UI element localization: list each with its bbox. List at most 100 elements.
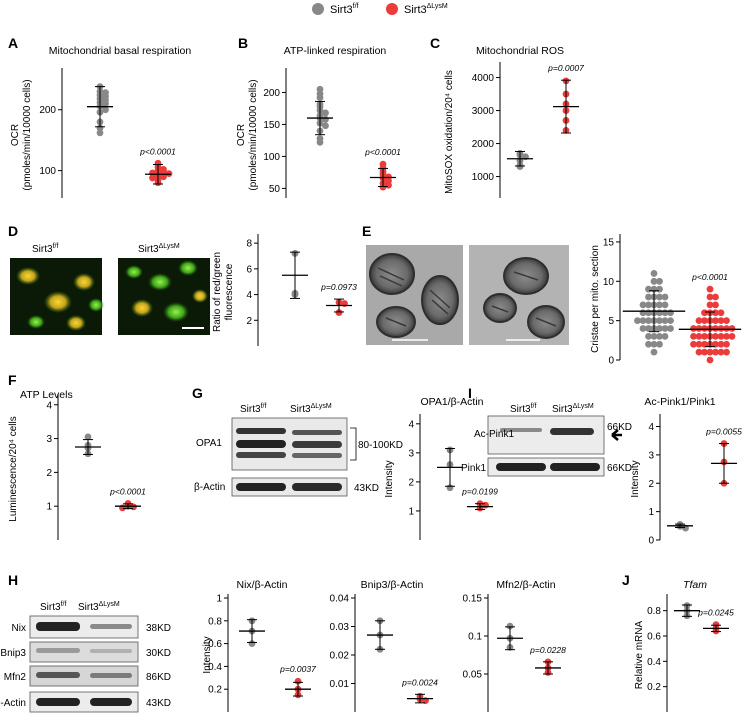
- chart-e-point-0-33: [667, 325, 674, 332]
- chart-g-ylabel: Intensity: [384, 460, 395, 497]
- chart-h3-title: Mfn2/β-Actin: [496, 579, 555, 591]
- chart-h3-pvalue: p=0.0228: [529, 645, 566, 655]
- legend-label-lysm: Sirt3ΔLysM: [404, 3, 448, 16]
- chart-b-tick-label-1: 100: [263, 152, 280, 163]
- chart-g-tick-label-3: 4: [408, 419, 414, 430]
- chart-e-point-0-38: [650, 340, 658, 348]
- blot-g-row-actin: β-Actin: [194, 482, 225, 493]
- chart-a-title: Mitochondrial basal respiration: [49, 45, 192, 57]
- chart-e-point-1-19: [695, 325, 703, 332]
- chart-e-point-1-2: [712, 293, 719, 301]
- chart-i-tick-label-3: 3: [648, 450, 654, 461]
- blot-h-size-nix: 38KD: [146, 623, 171, 634]
- chart-e-point-1-43: [723, 348, 730, 356]
- chart-h1-tick-label-3: 0.8: [208, 616, 222, 627]
- chart-d-ylabel: Ratio of red/green: [212, 252, 223, 332]
- chart-i-tick-label-4: 4: [648, 422, 654, 433]
- chart-h2-tick-label-2: 0.03: [330, 622, 350, 633]
- chart-j-tick-label-0: 0.2: [647, 682, 661, 693]
- chart-j-pvalue: p=0.0245: [697, 608, 734, 618]
- chart-f-ylabel: Luminescence/20⁴ cells: [8, 416, 19, 521]
- chart-h3-tick-label-2: 0.15: [463, 594, 483, 605]
- blot-i-col-lysm: Sirt3ΔLysM: [552, 403, 594, 415]
- blot-i-col-ff: Sirt3f/f: [510, 403, 536, 415]
- chart-e-point-0-32: [639, 325, 647, 332]
- chart-e-point-1-39: [712, 348, 719, 356]
- chart-j-ylabel: Relative mRNA: [634, 621, 645, 690]
- blot-i: Sirt3f/f Sirt3ΔLysM Ac-Pink1 Pink1 66KD …: [461, 403, 632, 477]
- chart-e-point-1-6: [712, 309, 719, 317]
- chart-h1-tick-label-2: 0.6: [208, 639, 222, 650]
- chart-d-tick-label-1: 4: [246, 290, 252, 301]
- blot-h-col-ff: Sirt3f/f: [40, 601, 66, 613]
- chart-g-pvalue: p=0.0199: [461, 487, 498, 497]
- chart-e-point-1-24: [712, 332, 719, 340]
- chart-e-point-0-0: [650, 270, 658, 277]
- chart-b-tick-label-3: 200: [263, 88, 280, 99]
- chart-e-point-0-8: [645, 293, 652, 301]
- chart-f-point-1-2: [130, 503, 137, 511]
- blot-g: Sirt3f/f Sirt3ΔLysM OPA1 β-Actin 80-100K…: [194, 403, 403, 497]
- chart-i-tick-label-0: 0: [648, 536, 654, 547]
- chart-e-point-0-26: [667, 317, 674, 325]
- chart-e-point-1-27: [695, 332, 703, 340]
- chart-h3: 0.05 0.1 0.15 Mfn2/β-Actin p=0.0228: [463, 579, 566, 712]
- chart-e-tick-label-0: 0: [608, 356, 614, 367]
- chart-h2-tick-label-3: 0.04: [330, 594, 350, 605]
- chart-e-point-0-40: [645, 340, 652, 348]
- blot-h-size-bnip3: 30KD: [146, 648, 171, 659]
- chart-h2: 0.01 0.02 0.03 0.04 Bnip3/β-Actin p=0.0024: [330, 579, 438, 712]
- chart-b-point-0-9: [322, 115, 329, 123]
- blot-h-row-bnip3: Bnip3: [0, 648, 26, 659]
- chart-c-tick-label-0: 1000: [472, 172, 495, 183]
- chart-e-point-0-24: [661, 317, 669, 325]
- blot-h-row-actin: β-Actin: [0, 698, 26, 709]
- chart-e-point-1-30: [728, 332, 736, 340]
- chart-b-tick-label-0: 50: [269, 184, 281, 195]
- chart-e-point-1-21: [690, 325, 697, 332]
- chart-c-ylabel: MitoSOX oxidation/20⁴ cells: [444, 70, 455, 194]
- chart-h1-pvalue: p=0.0037: [279, 664, 316, 674]
- chart-g-tick-label-2: 3: [408, 448, 414, 459]
- blot-g-size-actin: 43KD: [354, 483, 379, 494]
- micro-label-lysm: Sirt3ΔLysM: [138, 243, 180, 255]
- chart-d-tick-label-3: 8: [246, 239, 252, 250]
- chart-e-point-0-14: [639, 301, 647, 309]
- chart-h3-tick-label-0: 0.05: [463, 670, 483, 681]
- chart-c-tick-label-3: 4000: [472, 73, 495, 84]
- panel-letter-e: E: [362, 223, 371, 239]
- chart-h1: 0.2 0.4 0.6 0.8 1 Nix/β-Actin Intensity p=0.003…: [202, 579, 316, 712]
- chart-h1-ylabel: Intensity: [202, 636, 213, 673]
- chart-a-pvalue: p<0.0001: [139, 146, 176, 156]
- chart-e-point-0-13: [661, 301, 669, 309]
- chart-h2-tick-label-1: 0.02: [330, 651, 350, 662]
- chart-d-ylabel2: fluorescence: [224, 263, 235, 320]
- chart-e-point-0-9: [661, 293, 669, 301]
- chart-h1-point-0-2: [248, 640, 256, 647]
- blot-g-col-lysm: Sirt3ΔLysM: [290, 403, 332, 415]
- chart-e-point-1-44: [706, 356, 714, 364]
- chart-e-point-1-16: [712, 325, 719, 332]
- chart-e-tick-label-2: 10: [603, 277, 615, 288]
- chart-a-point-1-4: [160, 168, 167, 176]
- chart-i: 0 1 2 3 4 Ac-Pink1/Pink1 Intensity p=0.0055: [630, 396, 742, 547]
- chart-h3-point-0-0: [506, 622, 514, 630]
- chart-b-point-0-2: [316, 94, 324, 101]
- chart-e-point-1-38: [706, 348, 714, 356]
- panel-letter-g: G: [192, 385, 203, 401]
- chart-e-point-1-35: [695, 340, 703, 348]
- blot-i-size-pink1: 66KD: [607, 463, 632, 474]
- chart-j-tick-label-3: 0.8: [647, 606, 661, 617]
- chart-e-point-1-37: [690, 340, 697, 348]
- chart-h1-tick-label-0: 0.2: [208, 685, 222, 696]
- chart-j-tick-label-2: 0.6: [647, 632, 661, 643]
- chart-a-point-1-9: [149, 174, 156, 182]
- chart-e-point-0-37: [661, 332, 669, 340]
- chart-d-tick-label-0: 2: [246, 316, 252, 327]
- chart-g-tick-label-1: 2: [408, 477, 414, 488]
- chart-h1-point-1-0: [294, 677, 302, 685]
- chart-e-point-0-19: [639, 309, 647, 317]
- chart-e-point-0-29: [656, 325, 663, 332]
- chart-e-point-1-10: [712, 317, 719, 325]
